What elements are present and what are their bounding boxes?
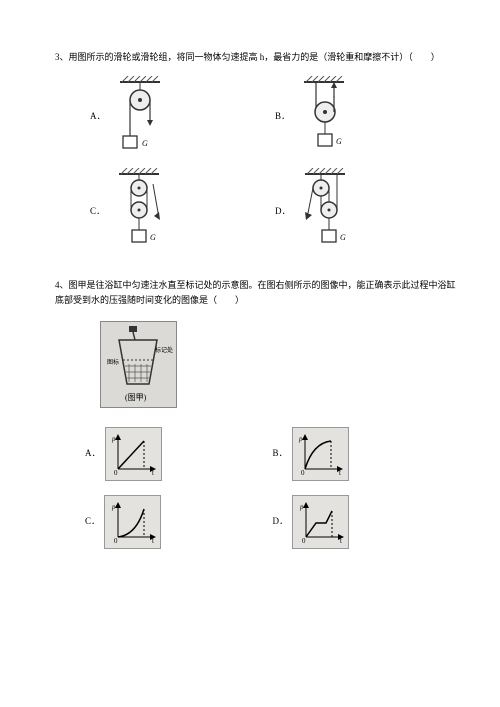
option-label: C． — [85, 514, 100, 528]
q4-option-d: D． p 0 t — [273, 495, 461, 549]
option-label: D． — [273, 514, 289, 528]
svg-text:p: p — [299, 503, 304, 511]
q3-row-2: C． G — [55, 168, 460, 254]
q3-text: 3、用图所示的滑轮或滑轮组，将同一物体匀速提高 h，最省力的是（滑轮重和摩擦不计… — [55, 50, 460, 64]
q4-option-b: B． p 0 t — [273, 427, 461, 481]
graph-d: p 0 t — [292, 495, 349, 549]
svg-text:p: p — [298, 435, 303, 443]
pulley-diagram-a: G — [110, 76, 170, 156]
q4-main-diagram: 标记处 图标 (图甲) — [100, 321, 177, 408]
q3-row-1: A． G B． — [55, 76, 460, 156]
q4-line2: 底部受到水的压强随时间变化的图像是（ ） — [55, 293, 460, 307]
q4-option-c: C． p 0 t — [85, 495, 273, 549]
weight-label: G — [142, 139, 148, 148]
q3-option-d: D． G — [275, 168, 460, 254]
svg-text:p: p — [111, 435, 116, 443]
svg-text:p: p — [111, 503, 116, 511]
option-label: D． — [275, 204, 291, 218]
svg-text:标记处: 标记处 — [155, 346, 173, 354]
svg-text:t: t — [152, 469, 154, 477]
svg-text:G: G — [336, 137, 342, 146]
q4-text: 4、图甲是往浴缸中匀速注水直至标记处的示意图。在图右侧所示的图像中，能正确表示此… — [55, 278, 460, 307]
svg-text:0: 0 — [114, 469, 118, 477]
svg-text:t: t — [339, 469, 341, 477]
svg-text:t: t — [152, 537, 154, 545]
q3-option-c: C． G — [90, 168, 275, 254]
pulley-diagram-c: G — [109, 168, 169, 254]
option-label: A． — [85, 446, 101, 460]
option-label: A． — [90, 109, 106, 123]
svg-text:t: t — [340, 537, 342, 545]
svg-text:0: 0 — [301, 469, 305, 477]
pulley-diagram-b: G — [294, 76, 354, 156]
svg-text:G: G — [150, 233, 156, 242]
pulley-diagram-d: G — [295, 168, 355, 254]
q3-option-a: A． G — [90, 76, 275, 156]
graph-c: p 0 t — [104, 495, 161, 549]
graph-b: p 0 t — [292, 427, 349, 481]
option-label: B． — [273, 446, 288, 460]
svg-text:G: G — [340, 233, 346, 242]
option-label: B． — [275, 109, 290, 123]
svg-text:0: 0 — [302, 537, 306, 545]
svg-text:0: 0 — [114, 537, 118, 545]
q4-line1: 4、图甲是往浴缸中匀速注水直至标记处的示意图。在图右侧所示的图像中，能正确表示此… — [55, 278, 460, 292]
svg-text:图标: 图标 — [107, 358, 119, 366]
option-label: C． — [90, 204, 105, 218]
caption: (图甲) — [125, 393, 147, 402]
graph-a: p 0 t — [105, 427, 162, 481]
q4-row-2: C． p 0 t D． — [55, 495, 460, 549]
q4-row-1: A． p 0 t B． — [55, 427, 460, 481]
q3-option-b: B． G — [275, 76, 460, 156]
q4-option-a: A． p 0 t — [85, 427, 273, 481]
